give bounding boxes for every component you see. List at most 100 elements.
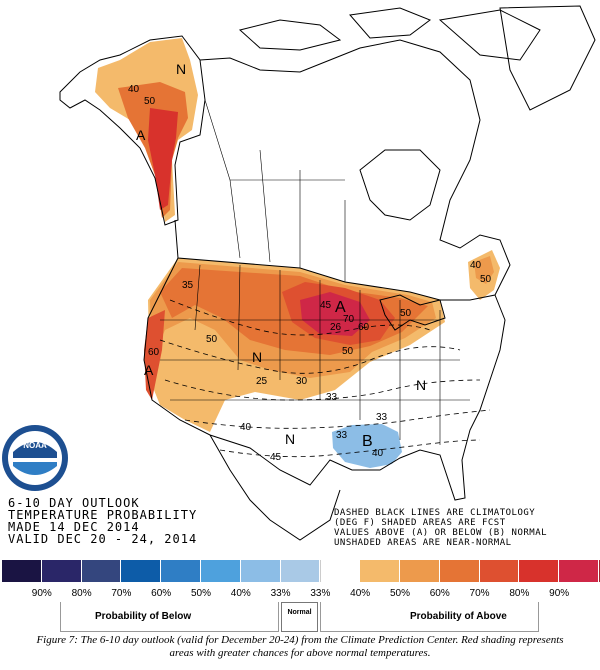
noaa-logo: NOAA [2, 425, 68, 491]
alaska-shading-dark [148, 108, 178, 210]
legend-tick: 70% [111, 588, 132, 599]
coastlines [59, 5, 596, 541]
legend-tick: 80% [71, 588, 92, 599]
label-ak-a: A [136, 127, 146, 143]
info-line-1: 6-10 DAY OUTLOOK [8, 496, 140, 510]
gulf-below-shading [332, 424, 402, 468]
label-c33a: 33 [326, 392, 338, 403]
contour-line-3 [164, 379, 481, 401]
label-c45b: 45 [270, 452, 282, 463]
legend-tick: 90% [31, 588, 52, 599]
legend-swatch [360, 560, 400, 582]
label-c33b: 33 [376, 412, 388, 423]
legend-tick: 80% [509, 588, 530, 599]
label-c70: 70 [343, 314, 355, 325]
legend-swatches [2, 560, 600, 582]
above-bracket [320, 602, 539, 632]
info-line-2: TEMPERATURE PROBABILITY [8, 508, 198, 522]
label-c50c: 50 [400, 308, 412, 319]
label-c35: 35 [182, 280, 194, 291]
legend-tick: 40% [350, 588, 371, 599]
contour-line-2 [159, 339, 461, 374]
contour-line-1 [169, 299, 431, 336]
legend-tick: 33% [270, 588, 291, 599]
label-c50b: 50 [342, 346, 354, 357]
label-ak-50: 50 [144, 96, 156, 107]
noaa-logo-bird [13, 442, 57, 458]
hudson-bay [359, 149, 441, 221]
caption-line-2: areas with greater chances for above nor… [169, 647, 431, 659]
map-labels: N 40 50 A A N N B A N 35 45 70 26 60 50 … [128, 61, 492, 463]
below-bracket [60, 602, 279, 632]
legend-swatch [519, 560, 560, 582]
legend-tick: 90% [549, 588, 570, 599]
legend-swatch [479, 560, 520, 582]
us-shading-max [300, 292, 370, 336]
legend-swatch [81, 560, 122, 582]
legend-swatch [121, 560, 162, 582]
label-b-gulf: B [362, 433, 373, 450]
label-n-east: N [416, 377, 426, 393]
label-c26: 26 [330, 322, 342, 333]
label-c40ne: 40 [470, 260, 482, 271]
legend-tick: 70% [469, 588, 490, 599]
west-coast-shading [144, 310, 165, 400]
climatology-contours [159, 299, 491, 458]
noaa-logo-wave [13, 462, 57, 475]
label-c60w: 60 [148, 347, 160, 358]
us-state-borders [160, 264, 470, 445]
label-c40b: 40 [372, 448, 384, 459]
probability-legend: 90% 80% 70% 60% 50% 40% 33% 33% 40% 50% 60% 70% 80% 9… [0, 558, 600, 634]
legend-ticks: 90% 80% 70% 60% 50% 40% 33% 33% 40% 50% 60% 70% 80% 9… [2, 588, 579, 599]
label-c50ne: 50 [480, 274, 492, 285]
legend-swatch [2, 560, 42, 582]
figure-caption: Figure 7: The 6-10 day outlook (valid fo… [0, 634, 600, 660]
label-c45a: 45 [320, 300, 332, 311]
legend-swatch [161, 560, 201, 582]
legend-tick: 60% [151, 588, 172, 599]
label-c30: 30 [296, 376, 308, 387]
note-line-1: DASHED BLACK LINES ARE CLIMATOLOGY [334, 508, 536, 518]
below-title: Probability of Below [95, 611, 192, 622]
label-c40a: 40 [240, 422, 252, 433]
label-c33c: 33 [336, 430, 348, 441]
label-a-plains: A [335, 299, 346, 316]
outlook-map: N 40 50 A A N N B A N 35 45 70 26 60 50 … [2, 5, 596, 541]
noaa-logo-text: NOAA [23, 441, 47, 450]
legend-swatch [240, 560, 281, 582]
political-borders [160, 99, 470, 445]
contour-line-4 [184, 409, 491, 429]
legend-tick: 60% [429, 588, 450, 599]
label-c50a: 50 [206, 334, 218, 345]
above-title: Probability of Above [410, 611, 507, 622]
note-line-2: (DEG F) SHADED AREAS ARE FCST [334, 518, 506, 528]
map-note: DASHED BLACK LINES ARE CLIMATOLOGY (DEG … [334, 508, 547, 548]
outlook-info: 6-10 DAY OUTLOOK TEMPERATURE PROBABILITY… [8, 497, 197, 545]
label-c25: 25 [256, 376, 268, 387]
legend-tick: 50% [190, 588, 211, 599]
label-c60: 60 [358, 322, 370, 333]
legend-swatch [598, 560, 600, 582]
greenland [499, 5, 596, 111]
mexico-outline [209, 434, 341, 541]
legend-tick: 50% [389, 588, 410, 599]
canada-province-borders [204, 99, 346, 282]
arctic-islands [238, 7, 541, 61]
legend-swatch [41, 560, 82, 582]
label-a-west: A [144, 362, 154, 378]
legend-swatch [200, 560, 241, 582]
info-line-4: VALID DEC 20 - 24, 2014 [8, 532, 198, 546]
alaska-outline [59, 35, 206, 226]
label-ak-40: 40 [128, 84, 140, 95]
great-lakes [379, 294, 446, 331]
info-line-3: MADE 14 DEC 2014 [8, 520, 140, 534]
legend-swatch [559, 560, 599, 582]
normal-label: Normal [281, 602, 318, 632]
legend-tick: 40% [230, 588, 251, 599]
us-outline [143, 257, 506, 501]
northeast-shading-dark [474, 256, 494, 284]
legend-swatch [280, 560, 321, 582]
legend-swatch [399, 560, 440, 582]
contour-line-5 [219, 439, 481, 458]
legend-swatch [439, 560, 480, 582]
